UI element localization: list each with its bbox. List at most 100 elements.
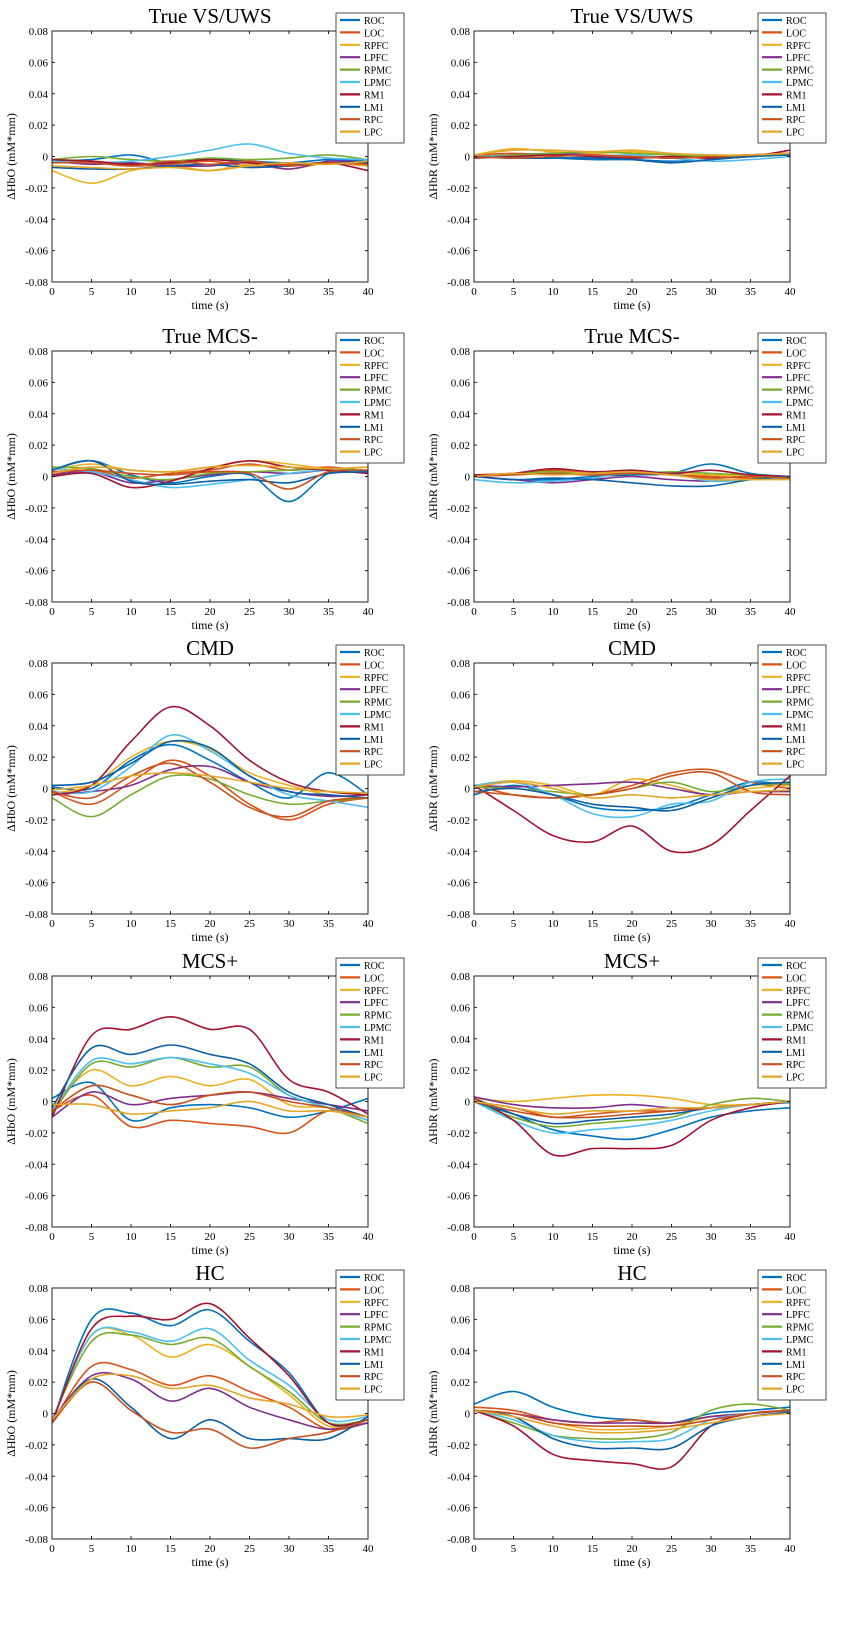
series-line-lm1 [474, 475, 790, 488]
x-tick-label: 25 [666, 1231, 678, 1243]
x-axis-label: time (s) [192, 930, 229, 944]
y-tick-label: 0.06 [451, 1314, 471, 1326]
series-line-roc [474, 1097, 790, 1141]
legend-box [335, 957, 405, 1089]
series-line-rm1 [474, 1097, 790, 1157]
legend-label: LPC [364, 128, 383, 139]
series-lines [474, 768, 790, 854]
x-tick-label: 25 [244, 286, 256, 298]
x-tick-label: 35 [745, 1231, 757, 1243]
y-tick-label: -0.02 [447, 183, 470, 195]
legend-label: LM1 [364, 1048, 384, 1059]
legend-box [757, 332, 827, 464]
legend-label: LM1 [786, 735, 806, 746]
legend-box [757, 12, 827, 144]
series-line-lpc [474, 1100, 790, 1115]
legend-label: RPFC [364, 986, 389, 997]
y-tick-label: 0.02 [451, 1065, 470, 1077]
series-line-rm1 [52, 1016, 368, 1118]
legend-label: RPMC [786, 386, 814, 397]
x-tick-label: 30 [284, 606, 296, 618]
series-lines [474, 1094, 790, 1157]
legend-label: RM1 [786, 1035, 807, 1046]
legend-label: RPC [786, 435, 805, 446]
x-tick-label: 25 [666, 286, 678, 298]
series-lines [474, 463, 790, 488]
x-tick-label: 35 [323, 286, 335, 298]
x-tick-label: 10 [126, 606, 138, 618]
y-tick-label: -0.04 [447, 1159, 470, 1171]
y-tick-label: 0.06 [451, 57, 471, 69]
legend-label: RPC [786, 1372, 805, 1383]
legend-label: RPC [364, 747, 383, 758]
legend-label: LOC [364, 348, 384, 359]
y-tick-label: 0.04 [29, 1346, 49, 1358]
series-line-loc [52, 1094, 368, 1135]
series-line-rpmc [52, 774, 368, 818]
x-tick-label: 20 [627, 1543, 639, 1555]
y-tick-label: 0 [465, 784, 471, 796]
series-line-lpc [52, 464, 368, 475]
series-line-lpc [474, 470, 790, 481]
y-tick-label: -0.08 [447, 909, 470, 921]
legend-label: LPC [364, 760, 383, 771]
y-tick-label: -0.02 [25, 183, 48, 195]
legend-label: LOC [786, 28, 806, 39]
y-tick-label: -0.08 [447, 597, 470, 609]
x-tick-label: 5 [89, 286, 95, 298]
y-tick-label: 0.08 [451, 26, 471, 38]
y-tick-label: 0.02 [451, 440, 470, 452]
legend-box [335, 644, 405, 776]
x-tick-label: 15 [165, 1231, 177, 1243]
series-line-rpmc [474, 1403, 790, 1440]
series-line-rpfc [52, 1327, 368, 1429]
chart-panel-7: MCS+0 5 10 15 20 25 30 35 400.080.060.040.020-0.… [4, 949, 405, 1257]
x-tick-label: 30 [284, 1543, 296, 1555]
x-tick-label: 0 [49, 1543, 55, 1555]
legend-label: LPMC [364, 1023, 392, 1034]
series-line-rpc [52, 1084, 368, 1118]
y-tick-label: 0 [43, 152, 49, 164]
legend-label: LPC [786, 448, 805, 459]
y-tick-label: 0.02 [451, 1377, 470, 1389]
legend-label: RPC [364, 1060, 383, 1071]
x-tick-label: 35 [323, 1231, 335, 1243]
x-tick-label: 30 [706, 918, 718, 930]
x-tick-label: 0 [49, 286, 55, 298]
legend-label: LPFC [786, 1310, 810, 1321]
series-lines [52, 143, 368, 184]
y-axis-label: ΔHbR (mM*mm) [426, 113, 440, 199]
series-line-lpmc [52, 734, 368, 809]
y-tick-label: 0.02 [29, 752, 48, 764]
legend-label: RPMC [786, 66, 814, 77]
legend-label: LM1 [364, 423, 384, 434]
x-tick-label: 15 [165, 286, 177, 298]
legend-label: LPC [364, 1385, 383, 1396]
y-tick-label: 0.02 [29, 1065, 48, 1077]
series-line-rm1 [474, 775, 790, 854]
y-tick-label: 0.08 [29, 26, 49, 38]
legend-label: ROC [364, 961, 385, 972]
y-tick-label: -0.02 [447, 1440, 470, 1452]
chart-title: True VS/UWS [570, 4, 693, 28]
x-tick-label: 10 [548, 286, 560, 298]
y-tick-label: -0.06 [447, 1503, 470, 1515]
y-axis-label: ΔHbR (mM*mm) [426, 433, 440, 519]
legend-label: RM1 [364, 1035, 385, 1046]
chart-panel-4: True MCS- 0 5 10 15 20 25 30 35 40 0.08 0.06 0.04 0.0… [426, 324, 827, 632]
legend-box [757, 1269, 827, 1401]
chart-panel-10: HC 0 5 10 15 20 25 30 35 40 0.08 0.06 0.04 0.02 0 -0.02… [426, 1261, 827, 1569]
chart-title: HC [195, 1261, 224, 1285]
legend-label: LM1 [364, 735, 384, 746]
legend-label: RPFC [786, 41, 811, 52]
series-line-lpc [52, 772, 368, 794]
x-tick-label: 40 [785, 1231, 797, 1243]
x-tick-label: 25 [244, 606, 256, 618]
legend-box [757, 957, 827, 1089]
y-tick-label: 0 [43, 1097, 49, 1109]
legend-label: ROC [364, 336, 385, 347]
x-tick-label: 30 [706, 606, 718, 618]
